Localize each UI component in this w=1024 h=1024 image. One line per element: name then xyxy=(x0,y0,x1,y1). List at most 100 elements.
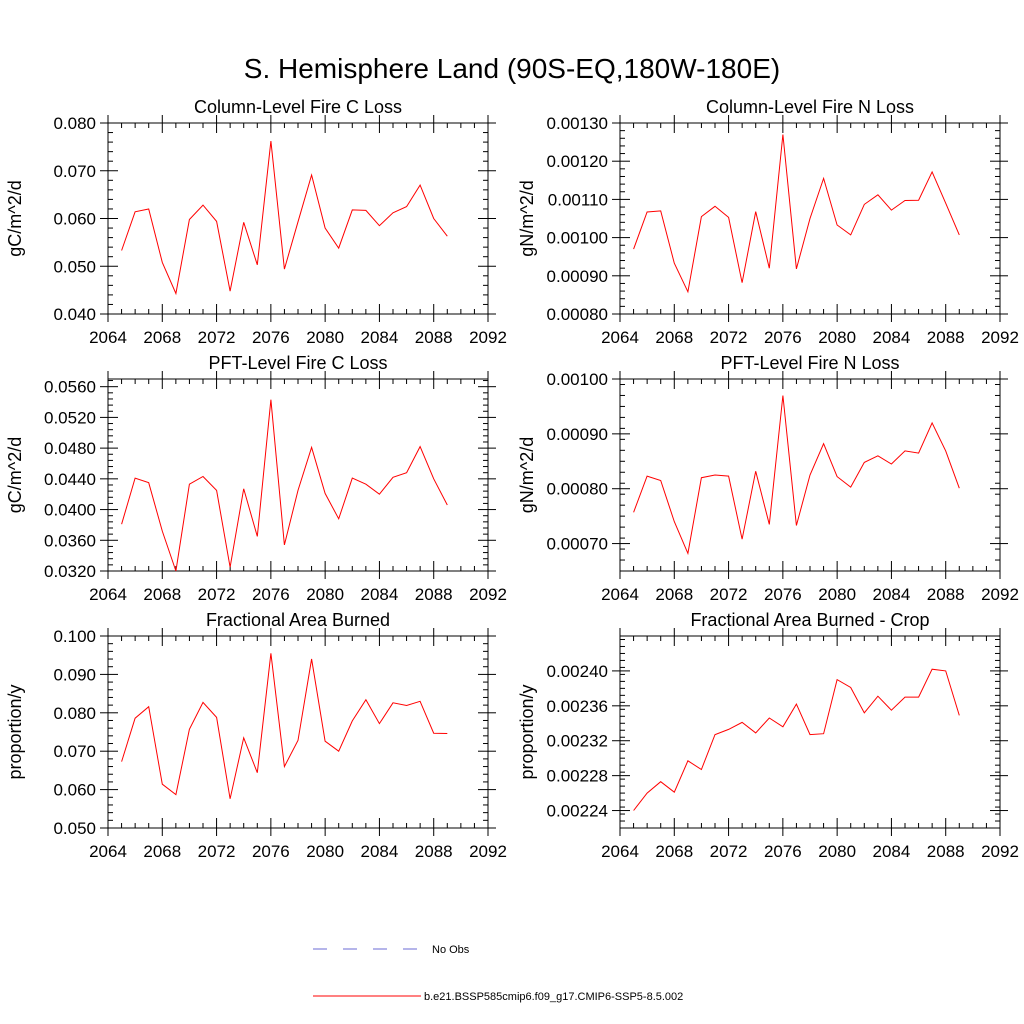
x-tick-label: 2068 xyxy=(143,585,181,604)
x-tick-label: 2064 xyxy=(89,585,127,604)
y-tick-label: 0.00100 xyxy=(547,370,608,389)
plot-frame xyxy=(619,635,1001,829)
y-tick-label: 0.00232 xyxy=(547,732,608,751)
y-tick-label: 0.00228 xyxy=(547,767,608,786)
panel-1: Column-Level Fire C Loss gC/m^2/d 2064 2068… xyxy=(5,97,507,347)
x-tick-label: 2088 xyxy=(927,585,965,604)
x-tick-label: 2084 xyxy=(361,842,399,861)
y-tick-label: 0.0440 xyxy=(44,470,96,489)
x-tick-label: 2088 xyxy=(415,328,453,347)
y-axis-label: gN/m^2/d xyxy=(517,180,537,256)
x-tick-label: 2072 xyxy=(198,585,236,604)
x-tick-label: 2072 xyxy=(198,328,236,347)
x-tick-label: 2084 xyxy=(361,328,399,347)
x-tick-label: 2068 xyxy=(143,328,181,347)
y-tick-label: 0.00236 xyxy=(547,697,608,716)
x-tick-label: 2076 xyxy=(252,585,290,604)
x-tick-label: 2092 xyxy=(469,585,507,604)
panel-4: PFT-Level Fire N Loss gN/m^2/d 2064 2068 207… xyxy=(517,353,1019,604)
panel-title: PFT-Level Fire N Loss xyxy=(720,353,899,373)
y-tick-label: 0.040 xyxy=(53,305,96,324)
panel-title: Fractional Area Burned - Crop xyxy=(690,610,929,630)
series-line-1 xyxy=(121,141,448,296)
x-tick-label: 2068 xyxy=(655,328,693,347)
x-tick-label: 2076 xyxy=(252,328,290,347)
legend-label-no-obs: No Obs xyxy=(432,944,470,956)
x-tick-label: 2088 xyxy=(927,842,965,861)
plot-frame xyxy=(107,378,489,572)
panel-5: Fractional Area Burned proportion/y 2064 20… xyxy=(5,610,507,861)
x-tick-label: 2068 xyxy=(655,842,693,861)
series-line-1 xyxy=(121,653,448,799)
figure-title: S. Hemisphere Land (90S-EQ,180W-180E) xyxy=(244,53,780,84)
panel-6: Fractional Area Burned - Crop proportion/… xyxy=(517,610,1019,861)
series-line-1 xyxy=(121,399,448,572)
y-tick-label: 0.0400 xyxy=(44,501,96,520)
x-tick-label: 2072 xyxy=(710,328,748,347)
x-tick-label: 2084 xyxy=(873,842,911,861)
x-tick-label: 2080 xyxy=(306,842,344,861)
y-tick-label: 0.00224 xyxy=(547,802,608,821)
x-tick-label: 2072 xyxy=(710,842,748,861)
x-tick-label: 2076 xyxy=(764,842,802,861)
series-line-1 xyxy=(633,668,960,811)
y-tick-label: 0.0320 xyxy=(44,562,96,581)
x-tick-label: 2076 xyxy=(764,585,802,604)
y-axis-label: gC/m^2/d xyxy=(5,437,25,513)
panel-2: Column-Level Fire N Loss gN/m^2/d 2064 2068… xyxy=(517,97,1019,347)
y-tick-label: 0.050 xyxy=(53,819,96,838)
y-tick-label: 0.0360 xyxy=(44,531,96,550)
x-tick-label: 2080 xyxy=(306,328,344,347)
x-tick-label: 2064 xyxy=(601,842,639,861)
x-tick-label: 2092 xyxy=(981,842,1019,861)
y-tick-label: 0.00240 xyxy=(547,662,608,681)
y-tick-label: 0.080 xyxy=(53,114,96,133)
x-tick-label: 2080 xyxy=(818,842,856,861)
y-tick-label: 0.0480 xyxy=(44,439,96,458)
x-tick-label: 2072 xyxy=(198,842,236,861)
y-tick-label: 0.0560 xyxy=(44,378,96,397)
y-tick-label: 0.070 xyxy=(53,162,96,181)
y-tick-label: 0.080 xyxy=(53,704,96,723)
y-tick-label: 0.00080 xyxy=(547,305,608,324)
series-line-1 xyxy=(633,134,960,294)
x-tick-label: 2092 xyxy=(469,328,507,347)
panel-title: PFT-Level Fire C Loss xyxy=(208,353,387,373)
y-tick-label: 0.070 xyxy=(53,742,96,761)
x-tick-label: 2092 xyxy=(469,842,507,861)
x-tick-label: 2068 xyxy=(143,842,181,861)
x-tick-label: 2080 xyxy=(818,328,856,347)
x-tick-label: 2068 xyxy=(655,585,693,604)
x-tick-label: 2064 xyxy=(601,328,639,347)
y-tick-label: 0.00070 xyxy=(547,535,608,554)
y-axis-label: gN/m^2/d xyxy=(517,437,537,513)
y-tick-label: 0.060 xyxy=(53,781,96,800)
panels: Column-Level Fire C Loss gC/m^2/d 2064 2068… xyxy=(5,97,1019,861)
x-tick-label: 2092 xyxy=(981,328,1019,347)
x-tick-label: 2076 xyxy=(764,328,802,347)
y-tick-label: 0.00080 xyxy=(547,480,608,499)
y-axis-label: proportion/y xyxy=(5,684,25,779)
x-tick-label: 2064 xyxy=(89,328,127,347)
x-tick-label: 2084 xyxy=(361,585,399,604)
y-tick-label: 0.00120 xyxy=(547,152,608,171)
x-tick-label: 2076 xyxy=(252,842,290,861)
series-line-1 xyxy=(633,395,960,556)
y-tick-label: 0.090 xyxy=(53,665,96,684)
x-tick-label: 2088 xyxy=(415,585,453,604)
y-tick-label: 0.00090 xyxy=(547,425,608,444)
x-tick-label: 2088 xyxy=(415,842,453,861)
y-axis-label: proportion/y xyxy=(517,684,537,779)
panel-3: PFT-Level Fire C Loss gC/m^2/d 2064 2068 207… xyxy=(5,353,507,604)
x-tick-label: 2080 xyxy=(818,585,856,604)
legend: No Obs b.e21.BSSP585cmip6.f09_g17.CMIP6-… xyxy=(313,944,683,1003)
x-tick-label: 2092 xyxy=(981,585,1019,604)
y-tick-label: 0.00110 xyxy=(548,190,608,209)
y-tick-label: 0.00130 xyxy=(547,114,608,133)
y-tick-label: 0.100 xyxy=(53,627,96,646)
x-tick-label: 2084 xyxy=(873,585,911,604)
x-tick-label: 2088 xyxy=(927,328,965,347)
panel-title: Column-Level Fire N Loss xyxy=(706,97,914,117)
x-tick-label: 2064 xyxy=(89,842,127,861)
